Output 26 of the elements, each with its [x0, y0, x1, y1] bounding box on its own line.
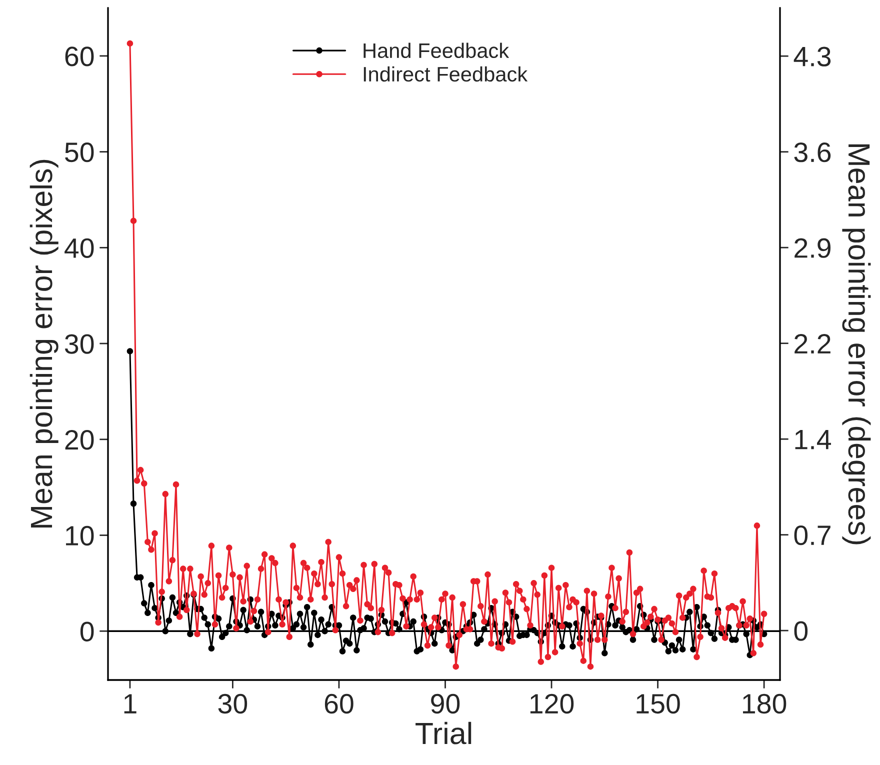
y-tick-label: 40 [64, 238, 94, 258]
x-tick-label: 150 [636, 694, 680, 714]
y-tick-label: 60 [65, 46, 94, 66]
y-tick-label: 50 [65, 142, 94, 162]
x-tick-label: 60 [324, 694, 354, 714]
y2-tick-label: 4.3 [794, 46, 831, 66]
y2-tick-label: 2.2 [794, 334, 830, 354]
x-axis-title: Trial [416, 722, 472, 744]
x-tick-label: 120 [530, 694, 574, 714]
y-axis-title: Mean pointing error (pixels) [30, 160, 58, 528]
x-tick-label: 30 [218, 694, 248, 714]
y2-tick-label: 1.4 [795, 430, 831, 450]
y2-axis-title: Mean pointing error (degrees) [842, 144, 871, 544]
x-tick-label: 1 [124, 694, 136, 714]
y-tick-label: 20 [65, 430, 94, 450]
x-tick-label: 180 [743, 694, 786, 714]
y2-tick-label: 0.7 [794, 525, 830, 546]
y2-tick-label: 2.9 [794, 238, 830, 258]
legend-label: Hand Feedback [364, 42, 510, 58]
y-tick-label: 0 [80, 622, 94, 642]
y-tick-label: 10 [66, 526, 94, 546]
legend-label: Indirect Feedback [364, 66, 528, 82]
y2-tick-label: 0 [794, 621, 808, 641]
x-tick-label: 90 [431, 694, 460, 714]
y-tick-label: 30 [64, 334, 94, 354]
y2-tick-label: 3.6 [794, 142, 831, 162]
